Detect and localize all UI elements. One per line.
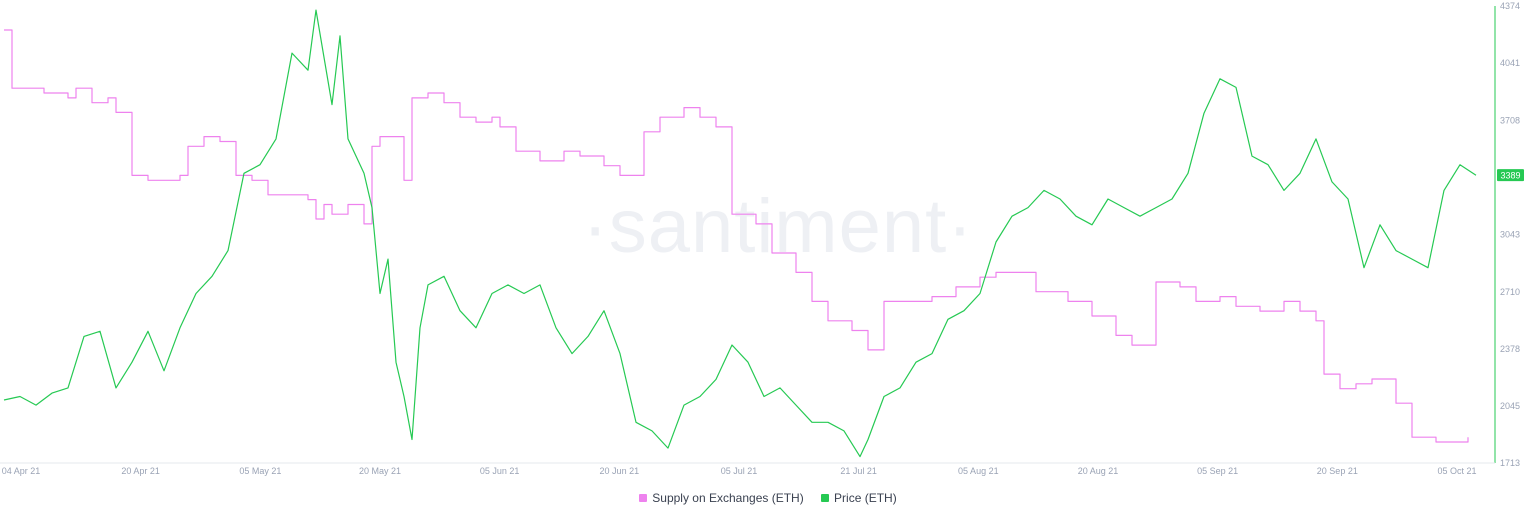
legend-swatch-supply — [639, 494, 648, 502]
legend-item-supply[interactable]: Supply on Exchanges (ETH) — [639, 491, 804, 505]
last-value-badge-text: 3389 — [1500, 171, 1520, 181]
last-value-badge-bg — [1497, 169, 1524, 182]
legend-label-price: Price (ETH) — [834, 491, 897, 505]
watermark: ·santiment· — [582, 184, 973, 269]
x-tick-label: 20 Aug 21 — [1078, 466, 1119, 476]
last-value-badge: 3389 — [1497, 169, 1524, 182]
legend: Supply on Exchanges (ETH) Price (ETH) — [0, 491, 1536, 505]
x-tick-label: 05 May 21 — [239, 466, 281, 476]
y-tick-label: 3043 — [1500, 230, 1520, 240]
y-tick-label: 4374 — [1500, 1, 1520, 11]
x-tick-label: 05 Jul 21 — [721, 466, 758, 476]
x-tick-label: 21 Jul 21 — [840, 466, 877, 476]
x-tick-label: 05 Aug 21 — [958, 466, 999, 476]
series-line-supply — [4, 29, 1469, 443]
x-tick-label: 05 Sep 21 — [1197, 466, 1238, 476]
y-tick-label: 3708 — [1500, 115, 1520, 125]
x-tick-label: 20 Jun 21 — [600, 466, 640, 476]
legend-item-price[interactable]: Price (ETH) — [821, 491, 897, 505]
x-tick-label: 05 Oct 21 — [1437, 466, 1476, 476]
y-tick-label: 1713 — [1500, 458, 1520, 468]
series-layer — [3, 9, 1477, 458]
legend-swatch-price — [821, 494, 830, 502]
x-tick-label: 05 Jun 21 — [480, 466, 520, 476]
x-tick-label: 20 Apr 21 — [121, 466, 160, 476]
y-tick-label: 2710 — [1500, 287, 1520, 297]
right-axis-ticks: 171320452378271030433376370840414374 — [1500, 1, 1520, 468]
x-tick-label: 20 May 21 — [359, 466, 401, 476]
x-tick-label: 04 Apr 21 — [2, 466, 41, 476]
y-tick-label: 2045 — [1500, 401, 1520, 411]
series-line-price — [3, 9, 1477, 458]
x-tick-label: 20 Sep 21 — [1317, 466, 1358, 476]
y-tick-label: 2378 — [1500, 344, 1520, 354]
legend-label-supply: Supply on Exchanges (ETH) — [652, 491, 804, 505]
y-tick-label: 4041 — [1500, 58, 1520, 68]
x-axis-ticks: 04 Apr 21 20 Apr 21 05 May 21 20 May 21 05 J… — [2, 466, 1477, 476]
